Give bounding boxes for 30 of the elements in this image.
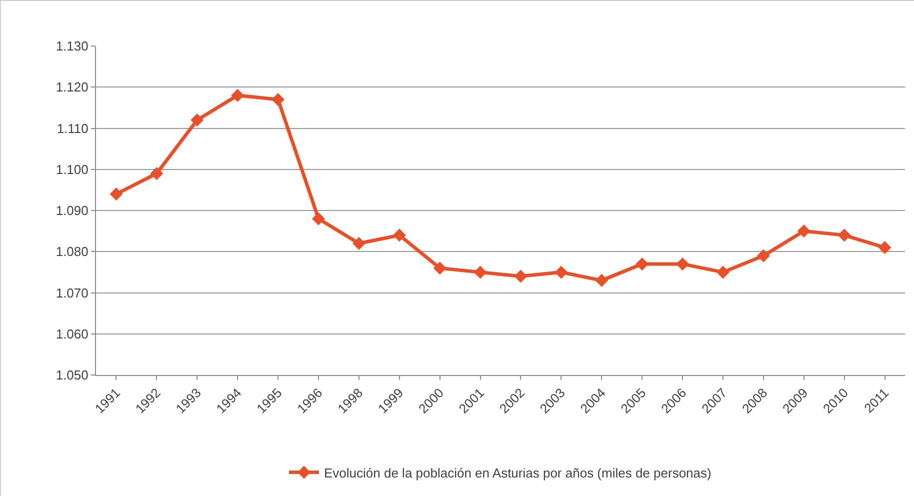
y-tick-label: 1.120: [56, 80, 88, 95]
point: [474, 266, 487, 279]
point: [272, 92, 285, 106]
point: [878, 241, 892, 254]
point: [797, 224, 810, 238]
point: [392, 228, 406, 242]
point: [756, 249, 770, 262]
point: [838, 228, 851, 242]
point: [352, 236, 366, 250]
y-tick-label: 1.050: [56, 368, 88, 383]
point: [312, 212, 325, 226]
y-tick-label: 1.090: [56, 203, 88, 218]
legend-label: Evolución de la población en Asturias por años (miles de personas): [324, 465, 712, 480]
y-tick-label: 1.110: [56, 120, 88, 136]
point: [636, 257, 649, 270]
y-tick-label: 1.130: [56, 38, 88, 54]
point: [554, 266, 568, 279]
point: [514, 270, 528, 283]
point: [716, 266, 730, 279]
point: [433, 262, 446, 275]
point: [110, 188, 123, 201]
point: [595, 274, 608, 287]
point: [676, 257, 690, 270]
y-tick-label: 1.070: [56, 285, 88, 300]
point: [150, 166, 164, 180]
y-tick-label: 1.060: [56, 326, 88, 342]
point: [190, 114, 204, 127]
y-tick-label: 1.100: [56, 162, 88, 177]
y-tick-label: 1.080: [56, 244, 88, 260]
point: [231, 88, 244, 102]
